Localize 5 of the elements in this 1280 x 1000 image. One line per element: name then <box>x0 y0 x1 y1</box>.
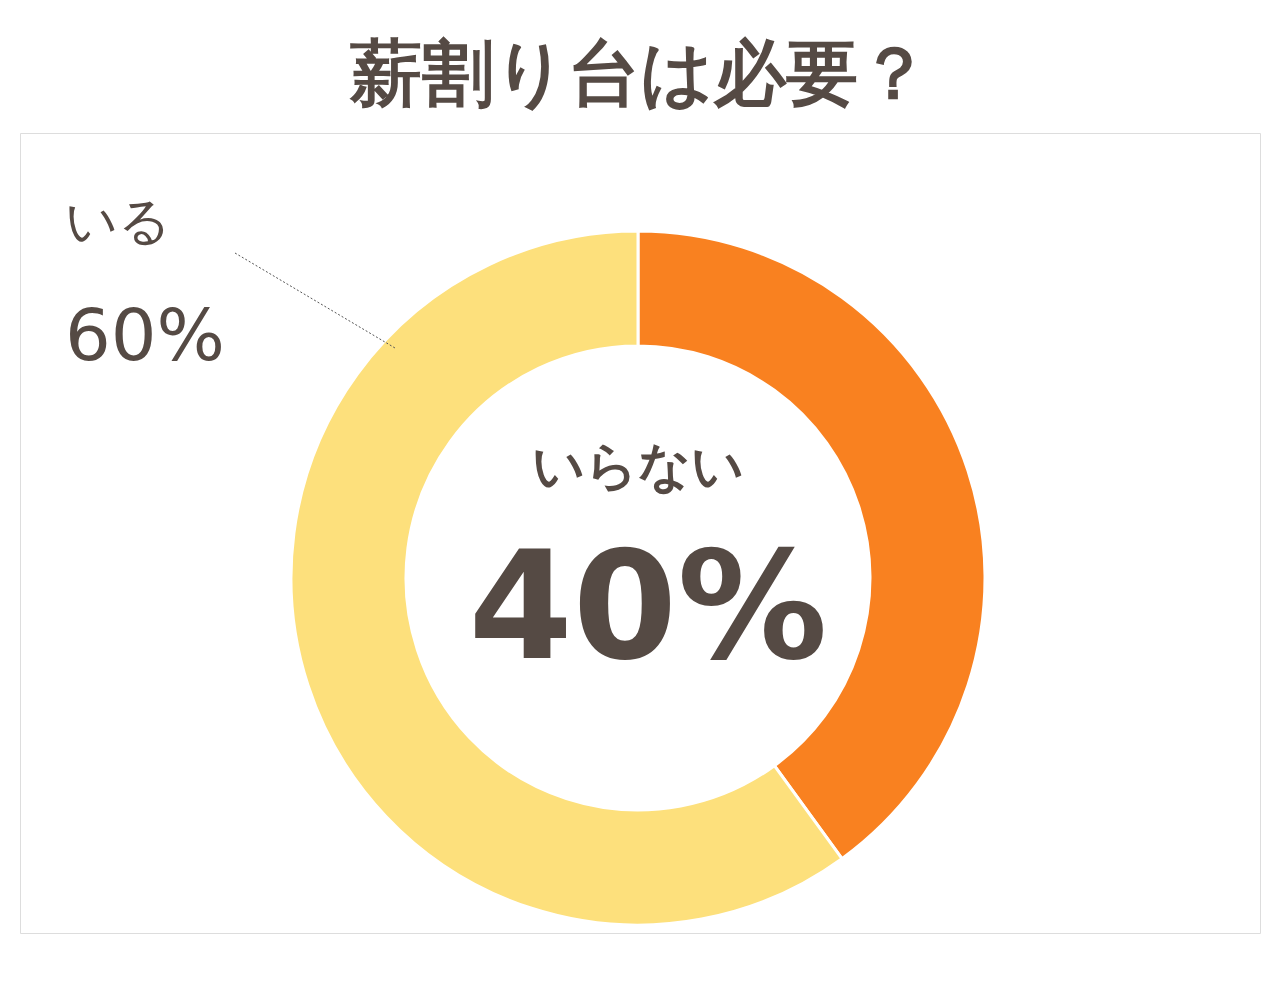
data-label: 60% <box>65 293 226 377</box>
slice-label: いる <box>65 191 171 251</box>
slice-label: いらない <box>532 436 744 496</box>
chart-title: 薪割り台は必要？ <box>349 31 930 115</box>
data-label: 40% <box>468 519 828 693</box>
